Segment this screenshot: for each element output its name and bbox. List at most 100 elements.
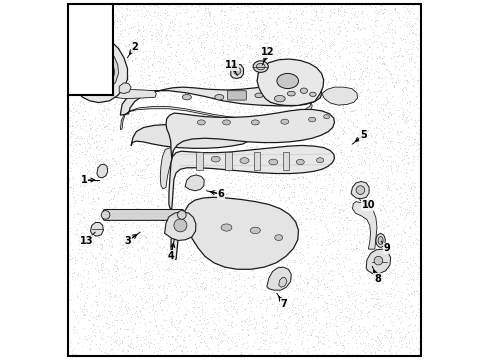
Point <box>290 227 298 233</box>
Point <box>169 77 177 82</box>
Point <box>245 261 253 266</box>
Point <box>197 62 204 68</box>
Point <box>189 118 197 123</box>
Point <box>174 314 182 319</box>
Point <box>202 202 210 207</box>
Point <box>180 293 188 299</box>
Point <box>155 38 163 44</box>
Point <box>244 314 252 320</box>
Point <box>165 99 173 104</box>
Point <box>295 68 303 74</box>
Point <box>328 238 336 244</box>
Point <box>175 353 183 359</box>
Point <box>364 107 372 113</box>
Point <box>123 304 131 310</box>
Point <box>270 93 278 99</box>
Point <box>155 59 163 64</box>
Point <box>93 178 101 184</box>
Point <box>398 87 406 93</box>
Point <box>112 339 120 345</box>
Point <box>371 81 379 87</box>
Point <box>69 266 77 272</box>
Point <box>142 336 149 342</box>
Point <box>366 260 374 266</box>
Point <box>198 309 205 315</box>
Point <box>185 277 193 283</box>
Point <box>331 100 339 105</box>
Point <box>255 173 263 179</box>
Point <box>279 285 287 291</box>
Point <box>404 292 412 298</box>
Point <box>344 62 352 67</box>
Point <box>296 53 304 58</box>
Point <box>301 227 308 233</box>
Point <box>299 329 306 334</box>
Point <box>357 59 365 65</box>
Point <box>144 198 152 204</box>
Point <box>244 331 252 337</box>
Point <box>183 107 191 113</box>
Point <box>182 87 190 93</box>
Point <box>104 161 112 166</box>
Point <box>282 277 289 283</box>
Point <box>172 257 180 262</box>
Point <box>230 303 238 309</box>
Point <box>318 100 325 106</box>
Point <box>320 110 327 116</box>
Point <box>415 98 423 103</box>
Point <box>101 137 108 143</box>
Point <box>187 14 195 20</box>
Point <box>338 75 346 81</box>
Point <box>114 36 122 42</box>
Point <box>345 237 353 243</box>
Point <box>199 39 207 45</box>
Point <box>314 166 322 172</box>
Point <box>178 40 185 45</box>
Point <box>402 21 409 27</box>
Point <box>69 271 77 276</box>
Point <box>320 341 328 347</box>
Point <box>354 280 362 286</box>
Point <box>315 51 323 57</box>
Point <box>308 157 316 163</box>
Point <box>391 343 399 348</box>
Point <box>97 166 104 172</box>
Point <box>175 130 183 136</box>
Point <box>198 232 206 238</box>
Point <box>154 203 162 208</box>
Point <box>182 129 189 134</box>
Point <box>137 7 145 13</box>
Point <box>141 293 149 298</box>
Point <box>226 55 234 60</box>
Point <box>313 277 321 283</box>
Point <box>92 128 100 134</box>
Point <box>124 254 132 260</box>
Point <box>362 66 370 71</box>
Point <box>383 114 391 120</box>
Point <box>111 24 119 30</box>
Point <box>270 311 278 317</box>
Point <box>81 145 89 150</box>
Point <box>99 116 106 121</box>
Point <box>345 112 353 117</box>
Point <box>68 189 76 194</box>
Point <box>415 174 423 180</box>
Point <box>357 19 365 24</box>
Point <box>309 211 317 217</box>
Point <box>110 19 118 25</box>
Point <box>266 239 274 244</box>
Point <box>151 54 159 60</box>
Point <box>362 333 369 339</box>
Point <box>298 185 305 191</box>
Point <box>71 141 79 147</box>
Point <box>95 138 102 144</box>
Point <box>303 244 311 250</box>
Point <box>316 185 324 191</box>
Point <box>335 340 343 346</box>
Point <box>266 221 274 227</box>
Point <box>358 25 366 31</box>
Point <box>104 134 112 140</box>
Point <box>390 158 398 163</box>
Point <box>269 96 277 102</box>
Point <box>159 105 167 111</box>
